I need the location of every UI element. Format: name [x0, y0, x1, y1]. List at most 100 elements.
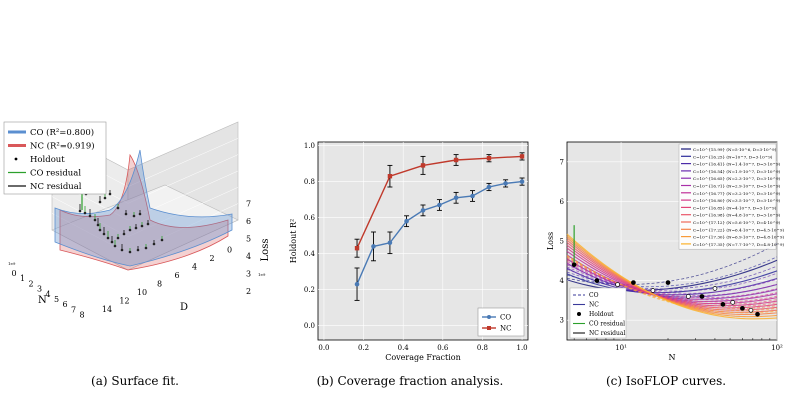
- holdout-point: [571, 262, 577, 268]
- data-point-co: [453, 195, 459, 201]
- data-point-nc: [420, 163, 426, 168]
- y-tick-label: 3: [560, 317, 564, 325]
- holdout-point: [93, 218, 97, 222]
- compute-legend-label: C=10^{15.99} (N=5·10^6, D=3·10^9): [693, 147, 777, 152]
- holdout-point: [136, 248, 140, 252]
- pane-gridline: [127, 170, 239, 221]
- holdout-point: [132, 214, 136, 218]
- style-legend-label: Holdout: [589, 311, 614, 318]
- data-point-co: [519, 179, 525, 184]
- n-tick-label: 7: [71, 305, 76, 314]
- legend-label: NC: [500, 325, 511, 333]
- holdout-point: [110, 240, 114, 244]
- coverage-fraction-panel: 0.0 0.2 0.4 0.6 0.8 1.0 0.0 0.2 0.4 0.6 0.8 1.0 Cove…: [278, 130, 540, 370]
- holdout-point: [134, 226, 138, 230]
- compute-legend-label: C=10^{16.41} (N=1.4·10^7, D=3·10^9): [693, 162, 781, 167]
- isoflop-curve-co: [566, 262, 778, 299]
- series-line-nc: [356, 155, 523, 249]
- holdout-point: [730, 300, 736, 305]
- caption-surface-fit: (a) Surface fit.: [91, 374, 179, 388]
- compute-legend-label: C=10^{16.80} (N=3.5·10^7, D=3·10^9): [693, 198, 781, 203]
- isoflop-curve-co: [566, 258, 778, 305]
- y-tick-label: 0.0: [304, 322, 315, 330]
- y-tick-label: 0.4: [304, 250, 316, 258]
- isoflop-curve-co: [566, 255, 778, 314]
- isoflop-curve-co: [566, 268, 778, 292]
- holdout-point: [96, 223, 100, 227]
- legend-label: NC (R²=0.919): [30, 141, 95, 152]
- isoflop-curve-co: [566, 265, 778, 290]
- y-tick-label: 1.0: [304, 142, 315, 150]
- legend-label: NC residual: [30, 182, 82, 192]
- caption-isoflop: (c) IsoFLOP curves.: [605, 374, 727, 388]
- holdout-point: [98, 200, 102, 204]
- holdout-point: [103, 196, 107, 200]
- isoflop-panel: 10¹ 10² 3 4 5 6 7 N Loss C=10^{15.99} (N=5·10^6, …: [545, 130, 787, 370]
- y-tick-label: 5: [560, 238, 564, 246]
- holdout-point: [128, 250, 132, 254]
- compute-legend-label: C=10^{17.22} (N=6.4·10^7, D=4.5·10^9): [693, 227, 784, 232]
- compute-legend-label: C=10^{16.65} (N=2.3·10^7, D=3·10^9): [693, 176, 781, 181]
- holdout-point: [712, 286, 718, 291]
- n-axis-exponent: 1e9: [8, 261, 16, 266]
- floor-pane: [51, 184, 239, 271]
- legend-marker: [487, 315, 491, 319]
- loss-tick-label: 7: [246, 200, 251, 209]
- data-point-co: [437, 202, 442, 208]
- y-tick-label: 7: [560, 158, 564, 166]
- style-legend-marker: [577, 312, 581, 316]
- holdout-point: [83, 211, 87, 215]
- loss-tick-label: 2: [246, 287, 251, 296]
- legend-label: CO: [500, 314, 511, 322]
- holdout-point: [140, 224, 144, 228]
- compute-legend-label: C=10^{17.12} (N=5.6·10^7, D=4·10^9): [693, 220, 781, 225]
- isoflop-curve-co: [566, 259, 778, 303]
- legend-box: [3, 121, 107, 195]
- holdout-point: [740, 305, 745, 311]
- d-tick-label: 12: [119, 297, 129, 306]
- n-tick-label: 0: [11, 269, 16, 278]
- holdout-point: [113, 244, 117, 248]
- holdout-point: [160, 238, 164, 242]
- data-point-co: [387, 240, 393, 246]
- x-tick-label: 10²: [771, 344, 783, 352]
- d-axis-exponent: 1e9: [258, 272, 266, 277]
- d-axis-label: D: [180, 302, 188, 313]
- x-tick-label: 0.6: [437, 344, 449, 352]
- holdout-point: [755, 311, 760, 317]
- data-point-co: [503, 181, 508, 186]
- holdout-point: [106, 236, 110, 240]
- n-tick-label: 5: [54, 295, 59, 304]
- holdout-point: [116, 206, 120, 210]
- legend-label: Holdout: [30, 155, 65, 165]
- compute-legend-label: C=10^{16.85} (N=4·10^7, D=3·10^9): [693, 205, 777, 210]
- holdout-point: [146, 222, 150, 226]
- holdout-point: [748, 307, 754, 313]
- pane-gridline: [127, 187, 239, 237]
- d-tick-label: 6: [174, 271, 179, 280]
- y-axis-label: Loss: [546, 232, 555, 250]
- holdout-point: [120, 248, 124, 252]
- isoflop-curve-co: [566, 261, 778, 301]
- loss-tick-label: 4: [246, 252, 251, 261]
- holdout-point: [594, 278, 600, 283]
- compute-legend-label: C=10^{16.71} (N=2.9·10^7, D=3·10^9): [693, 184, 781, 189]
- holdout-point: [144, 246, 148, 250]
- n-tick-label: 4: [45, 290, 50, 299]
- compute-legend-label: C=10^{16.25} (N=10^7, D=3·10^9): [693, 154, 773, 159]
- loss-tick-label: 6: [246, 217, 251, 226]
- isoflop-curve-co: [566, 264, 778, 296]
- holdout-point: [138, 212, 142, 216]
- plot-area: [317, 141, 529, 341]
- data-point-co: [420, 208, 426, 213]
- y-tick-label: 4: [560, 277, 565, 285]
- co-surface: [54, 149, 233, 267]
- y-tick-label: 0.6: [304, 214, 316, 222]
- d-tick-label: 8: [157, 280, 162, 289]
- isoflop-chart: 10¹ 10² 3 4 5 6 7 N Loss C=10^{15.99} (N=5·10^6, …: [546, 141, 784, 362]
- data-point-co: [486, 184, 492, 190]
- holdout-point: [152, 242, 156, 246]
- data-point-co: [371, 244, 376, 249]
- legend-label: CO (R²=0.800): [30, 127, 94, 138]
- loss-tick-label: 3: [246, 270, 251, 279]
